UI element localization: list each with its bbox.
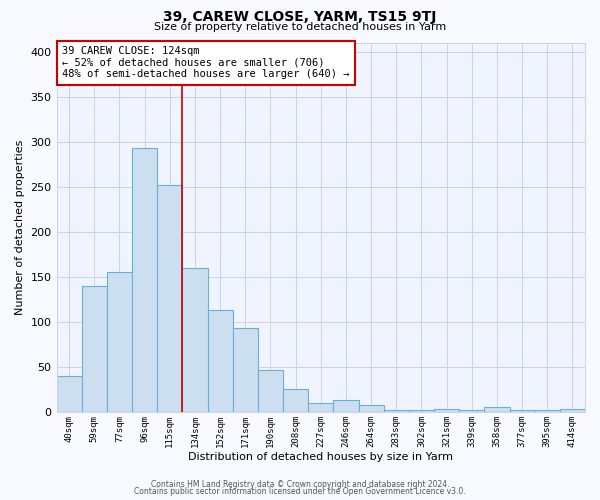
Text: 39, CAREW CLOSE, YARM, TS15 9TJ: 39, CAREW CLOSE, YARM, TS15 9TJ <box>163 10 437 24</box>
Bar <box>157 185 182 412</box>
Bar <box>308 403 334 412</box>
Bar <box>560 409 585 412</box>
Bar <box>334 400 359 412</box>
Text: 39 CAREW CLOSE: 124sqm
← 52% of detached houses are smaller (706)
48% of semi-de: 39 CAREW CLOSE: 124sqm ← 52% of detached… <box>62 46 349 80</box>
Bar <box>82 286 107 412</box>
Text: Contains public sector information licensed under the Open Government Licence v3: Contains public sector information licen… <box>134 487 466 496</box>
Bar <box>283 390 308 412</box>
Text: Contains HM Land Registry data © Crown copyright and database right 2024.: Contains HM Land Registry data © Crown c… <box>151 480 449 489</box>
Text: Size of property relative to detached houses in Yarm: Size of property relative to detached ho… <box>154 22 446 32</box>
Bar <box>459 410 484 412</box>
Bar <box>409 410 434 412</box>
Bar <box>233 328 258 412</box>
Bar <box>208 310 233 412</box>
Bar <box>258 370 283 412</box>
Bar <box>107 272 132 412</box>
Bar <box>509 410 535 412</box>
Bar <box>484 408 509 412</box>
X-axis label: Distribution of detached houses by size in Yarm: Distribution of detached houses by size … <box>188 452 453 462</box>
Bar <box>359 404 383 412</box>
Bar <box>434 409 459 412</box>
Bar <box>535 410 560 412</box>
Bar <box>182 268 208 412</box>
Bar <box>132 148 157 412</box>
Bar <box>383 410 409 412</box>
Y-axis label: Number of detached properties: Number of detached properties <box>15 140 25 315</box>
Bar <box>56 376 82 412</box>
